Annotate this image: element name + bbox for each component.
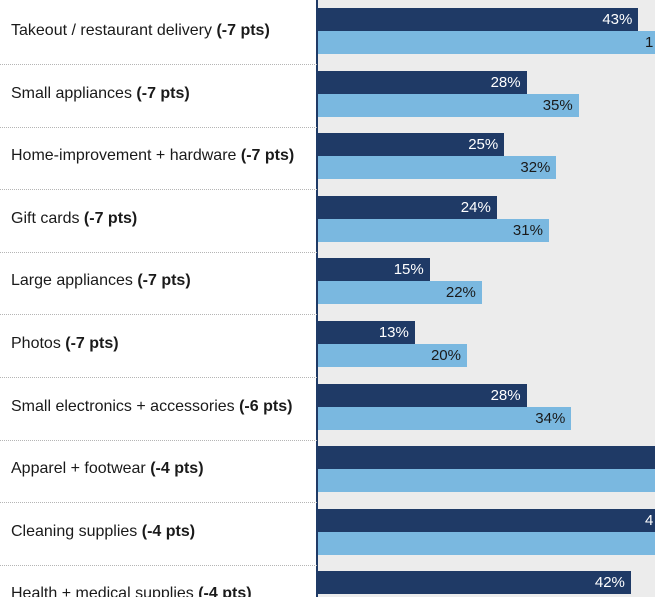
bar-series-a: [318, 133, 505, 157]
category-name: Apparel + footwear: [11, 460, 146, 478]
bar-series-b: [318, 344, 467, 367]
row-separator: [0, 314, 317, 316]
data-label: 1: [645, 34, 654, 51]
category-change: (-7 pts): [65, 335, 119, 352]
category-name: Large appliances: [11, 272, 133, 290]
bar-series-a: [318, 195, 497, 219]
data-label: 22%: [445, 284, 476, 302]
bar-series-b: [318, 406, 572, 430]
category-axis-line: [316, 0, 318, 597]
row-separator: [0, 126, 317, 128]
data-label: 15%: [393, 261, 424, 279]
bar-series-a: [318, 321, 415, 344]
data-label: 24%: [460, 198, 491, 216]
bar-series-b: [318, 156, 557, 180]
category-label: Photos (-7 pts): [11, 334, 119, 354]
data-label: 35%: [542, 96, 573, 114]
bar-series-b: [318, 218, 549, 242]
data-label: 20%: [430, 347, 461, 364]
row-separator: [0, 251, 317, 253]
category-label: Takeout / restaurant delivery (-7 pts): [11, 21, 270, 41]
category-change: (-4 pts): [198, 585, 252, 597]
bar-series-b: [318, 31, 655, 54]
data-label: 28%: [490, 73, 521, 91]
category-name: Gift cards: [11, 209, 80, 227]
category-label: Health + medical supplies (-4 pts): [11, 584, 252, 597]
bar-series-b: [318, 281, 482, 305]
data-label: 32%: [520, 159, 551, 177]
bar-series-b: [318, 469, 655, 493]
data-label: 34%: [535, 409, 566, 427]
category-change: (-7 pts): [83, 209, 138, 227]
category-label: Apparel + footwear (-4 pts): [11, 459, 204, 479]
bar-series-a: [318, 70, 527, 94]
row-separator: [0, 377, 317, 378]
category-change: (-7 pts): [136, 84, 190, 102]
category-label: Large appliances (-7 pts): [11, 271, 191, 291]
data-label: 28%: [490, 386, 521, 404]
bar-series-a: [318, 8, 639, 31]
row-separator: [0, 439, 317, 441]
category-change: (-4 pts): [150, 460, 204, 478]
category-name: Takeout / restaurant delivery: [11, 22, 212, 39]
category-name: Small appliances: [11, 84, 132, 102]
data-label: 4: [645, 511, 654, 529]
data-label: 31%: [512, 221, 543, 239]
bar-series-a: [318, 446, 655, 470]
bar-series-a: [318, 571, 631, 595]
data-label: 42%: [594, 574, 625, 592]
row-separator: [0, 502, 317, 504]
category-change: (-4 pts): [141, 522, 196, 540]
bar-series-b: [318, 531, 655, 555]
category-change: (-7 pts): [216, 22, 270, 39]
category-name: Small electronics + accessories: [11, 397, 235, 415]
data-label: 25%: [468, 136, 499, 154]
category-label: Home-improvement + hardware (-7 pts): [11, 146, 294, 166]
category-change: (-7 pts): [240, 147, 295, 165]
category-label: Gift cards (-7 pts): [11, 209, 137, 229]
category-name: Home-improvement + hardware: [11, 147, 237, 165]
bar-series-b: [318, 93, 579, 117]
category-label: Small appliances (-7 pts): [11, 84, 190, 104]
bar-series-a: [318, 258, 430, 282]
data-label: 13%: [378, 324, 409, 341]
category-change: (-6 pts): [239, 397, 293, 415]
bar-series-a: [318, 383, 527, 407]
category-name: Photos: [11, 335, 61, 352]
data-label: 43%: [602, 11, 633, 28]
category-name: Health + medical supplies: [11, 585, 194, 597]
category-label: Cleaning supplies (-4 pts): [11, 522, 195, 542]
row-separator: [0, 64, 317, 65]
row-separator: [0, 189, 317, 191]
category-change: (-7 pts): [137, 272, 191, 290]
category-label: Small electronics + accessories (-6 pts): [11, 397, 292, 417]
category-name: Cleaning supplies: [11, 522, 138, 540]
bar-series-a: [318, 508, 655, 532]
row-separator: [0, 564, 317, 566]
